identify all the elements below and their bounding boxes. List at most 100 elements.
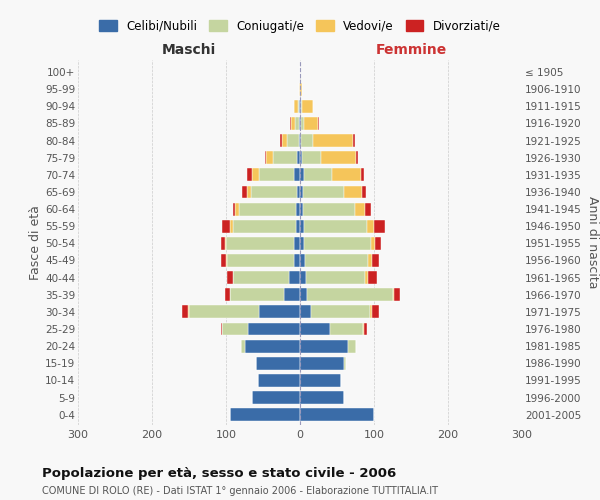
Bar (227, 271, 233, 284)
Bar (301, 134, 313, 147)
Bar (365, 202, 371, 215)
Bar (266, 151, 274, 164)
Bar (291, 117, 295, 130)
Bar (241, 340, 245, 352)
Bar (362, 186, 366, 198)
Y-axis label: Fasce di età: Fasce di età (29, 205, 42, 280)
Bar (392, 288, 394, 301)
Bar (294, 254, 300, 267)
Bar (189, 306, 259, 318)
Bar (394, 288, 400, 301)
Bar (368, 271, 377, 284)
Bar (356, 151, 358, 164)
Bar (252, 168, 259, 181)
Bar (300, 82, 302, 96)
Bar (287, 134, 299, 147)
Bar (259, 168, 294, 181)
Bar (321, 151, 356, 164)
Bar (368, 254, 372, 267)
Bar (300, 374, 341, 387)
Bar (222, 322, 248, 336)
Bar (295, 117, 299, 130)
Bar (300, 151, 302, 164)
Text: Maschi: Maschi (162, 44, 216, 58)
Bar (230, 288, 284, 301)
Bar (226, 237, 294, 250)
Bar (221, 322, 222, 336)
Bar (188, 306, 189, 318)
Bar (300, 237, 304, 250)
Bar (300, 322, 329, 336)
Bar (300, 100, 301, 112)
Bar (311, 306, 370, 318)
Bar (227, 254, 294, 267)
Bar (296, 202, 300, 215)
Bar (304, 117, 318, 130)
Bar (300, 220, 304, 232)
Bar (290, 117, 291, 130)
Bar (304, 220, 367, 232)
Bar (252, 391, 300, 404)
Bar (300, 357, 344, 370)
Bar (300, 408, 374, 421)
Bar (332, 168, 361, 181)
Bar (304, 237, 371, 250)
Bar (297, 186, 300, 198)
Bar (298, 100, 299, 112)
Bar (281, 134, 287, 147)
Bar (307, 288, 392, 301)
Bar (305, 254, 368, 267)
Text: Femmine: Femmine (376, 44, 446, 58)
Bar (304, 168, 332, 181)
Bar (303, 186, 344, 198)
Bar (259, 306, 300, 318)
Bar (230, 220, 233, 232)
Bar (274, 151, 297, 164)
Bar (355, 340, 356, 352)
Bar (300, 271, 306, 284)
Text: COMUNE DI ROLO (RE) - Dati ISTAT 1° gennaio 2006 - Elaborazione TUTTITALIA.IT: COMUNE DI ROLO (RE) - Dati ISTAT 1° genn… (42, 486, 438, 496)
Bar (297, 151, 300, 164)
Bar (361, 168, 364, 181)
Bar (256, 357, 300, 370)
Bar (221, 220, 230, 232)
Bar (348, 340, 355, 352)
Bar (224, 237, 226, 250)
Bar (245, 340, 300, 352)
Bar (242, 186, 247, 198)
Bar (329, 322, 363, 336)
Bar (251, 186, 297, 198)
Bar (300, 288, 307, 301)
Bar (372, 254, 379, 267)
Bar (301, 117, 304, 130)
Bar (248, 322, 300, 336)
Bar (301, 100, 302, 112)
Bar (363, 322, 364, 336)
Bar (300, 134, 301, 147)
Bar (353, 134, 355, 147)
Bar (300, 202, 303, 215)
Bar (299, 117, 300, 130)
Bar (239, 202, 296, 215)
Bar (296, 220, 300, 232)
Bar (372, 306, 379, 318)
Bar (221, 237, 224, 250)
Bar (230, 408, 300, 421)
Bar (182, 306, 188, 318)
Bar (294, 237, 300, 250)
Bar (300, 340, 348, 352)
Bar (367, 220, 374, 232)
Bar (247, 186, 251, 198)
Bar (233, 220, 296, 232)
Bar (376, 237, 382, 250)
Bar (225, 288, 230, 301)
Bar (300, 117, 301, 130)
Bar (374, 220, 385, 232)
Bar (364, 322, 367, 336)
Bar (284, 288, 300, 301)
Bar (344, 357, 346, 370)
Bar (289, 271, 300, 284)
Bar (233, 202, 235, 215)
Bar (299, 134, 300, 147)
Bar (365, 271, 368, 284)
